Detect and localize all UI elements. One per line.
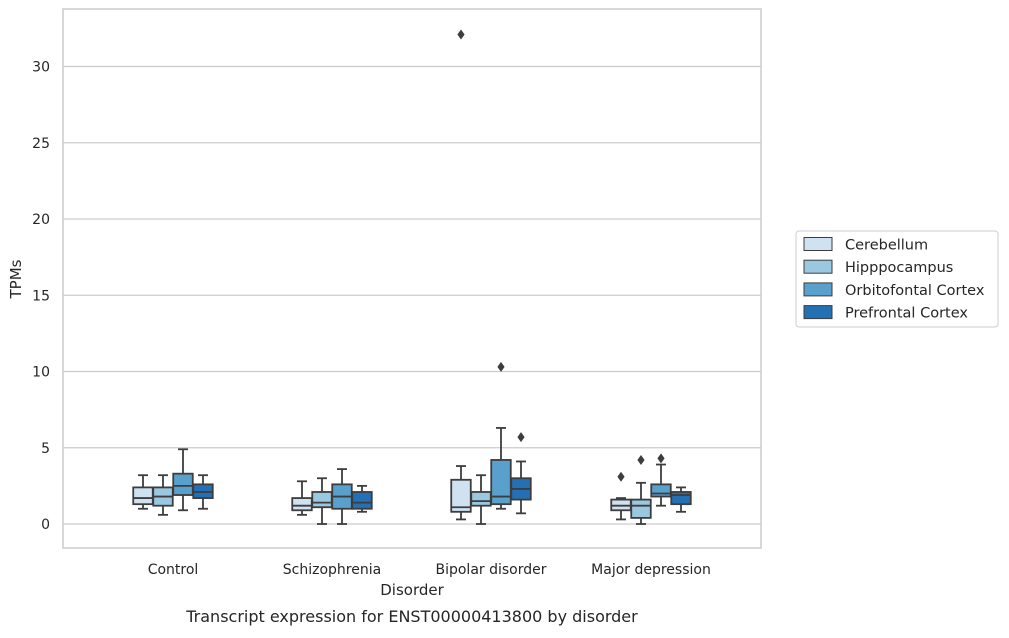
- outlier-point: [637, 454, 645, 465]
- outlier-point: [457, 29, 465, 40]
- legend-label: Orbitofontal Cortex: [845, 283, 985, 299]
- box-orbitofontal-cortex: [490, 361, 512, 510]
- box-cerebellum: [291, 480, 313, 516]
- box-prefrontal-cortex: [670, 486, 692, 513]
- y-axis-label: TPMs: [7, 259, 25, 299]
- y-tick-label: 0: [41, 517, 50, 533]
- x-tick-label: Control: [148, 562, 199, 578]
- box-iqr: [351, 491, 373, 510]
- box-iqr: [470, 491, 492, 507]
- legend-label: Prefrontal Cortex: [845, 306, 968, 322]
- legend-swatch: [803, 259, 833, 274]
- x-tick-label: Schizophrenia: [283, 562, 381, 578]
- box-cerebellum: [132, 474, 154, 510]
- x-tick-label: Major depression: [591, 562, 711, 578]
- box-orbitofontal-cortex: [331, 468, 353, 525]
- outlier-point: [617, 471, 625, 482]
- legend-swatch: [803, 237, 833, 251]
- y-tick-labels: 0 5 10 15 20 25 30: [32, 60, 50, 534]
- box-prefrontal-cortex: [351, 484, 373, 513]
- box-iqr: [670, 491, 692, 506]
- boxes: [132, 29, 692, 525]
- chart-caption: Transcript expression for ENST0000041380…: [185, 607, 638, 626]
- box-iqr: [490, 459, 512, 506]
- legend-frame: [795, 230, 999, 328]
- outlier-point: [517, 432, 525, 443]
- box-orbitofontal-cortex: [650, 453, 672, 507]
- box-orbitofontal-cortex: [172, 448, 194, 512]
- legend: Cerebellum Hipppocampus Orbitofontal Corte…: [795, 230, 999, 328]
- box-cerebellum: [610, 471, 632, 521]
- box-iqr: [291, 497, 313, 512]
- y-tick-label: 25: [32, 136, 50, 152]
- y-tick-label: 15: [32, 288, 50, 304]
- x-tick-label: Bipolar disorder: [435, 562, 546, 578]
- x-axis-label: Disorder: [380, 581, 444, 599]
- box-iqr: [630, 498, 652, 519]
- y-tick-label: 5: [41, 441, 50, 457]
- gridlines: [63, 65, 761, 525]
- box-iqr: [172, 472, 194, 496]
- box-hipppocampus: [470, 474, 492, 525]
- outlier-point: [657, 453, 665, 464]
- outlier-point: [497, 361, 505, 372]
- box-iqr: [311, 491, 333, 509]
- y-tick-label: 30: [32, 60, 50, 76]
- legend-label: Cerebellum: [845, 238, 928, 254]
- legend-swatch: [803, 282, 833, 297]
- y-tick-label: 20: [32, 212, 50, 228]
- legend-label: Hipppocampus: [845, 260, 953, 276]
- box-hipppocampus: [630, 454, 652, 525]
- box-hipppocampus: [311, 477, 333, 525]
- y-tick-label: 10: [32, 365, 50, 381]
- box-prefrontal-cortex: [510, 432, 532, 515]
- plot-area-frame: [62, 8, 762, 549]
- box-prefrontal-cortex: [192, 474, 214, 510]
- box-iqr: [132, 486, 154, 506]
- legend-swatch: [803, 305, 833, 320]
- x-tick-labels: Control Schizophrenia Bipolar disorder Majo…: [148, 562, 711, 578]
- box-iqr: [650, 483, 672, 498]
- box-hipppocampus: [152, 474, 174, 516]
- box-cerebellum: [450, 29, 472, 521]
